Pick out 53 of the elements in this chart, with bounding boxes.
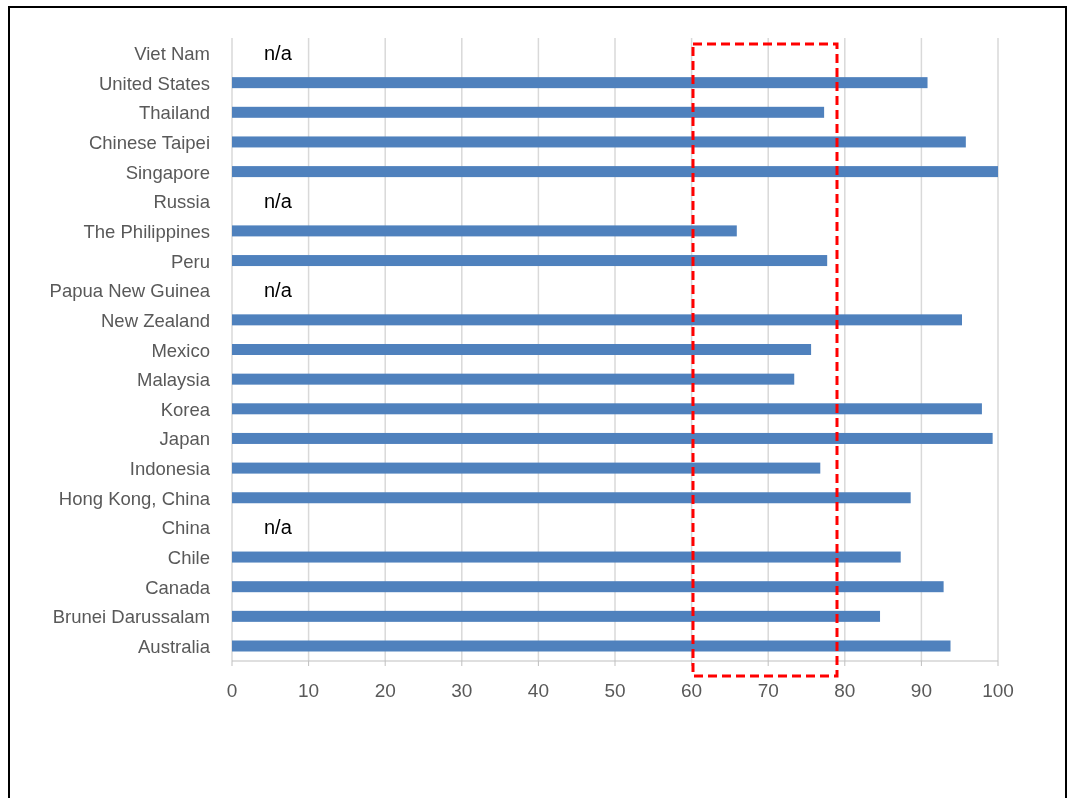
y-tick-label: Japan — [159, 428, 210, 450]
text: n/a — [264, 42, 292, 64]
x-tick-label: 0 — [226, 680, 238, 701]
y-tick-label: Chinese Taipei — [88, 131, 210, 153]
bar — [232, 403, 982, 415]
x-tick-label: 30 — [451, 680, 473, 701]
text: n/a — [264, 190, 292, 213]
bar — [232, 136, 966, 148]
x-tick-label: 100 — [982, 680, 1014, 701]
y-tick-label: Peru — [170, 250, 210, 272]
x-tick-label: 50 — [604, 680, 626, 701]
y-tick-label: Brunei Darussalam — [52, 606, 210, 628]
x-tick-label: 20 — [374, 680, 396, 701]
y-tick-label: The Philippines — [83, 220, 210, 242]
bar — [232, 610, 881, 622]
y-tick-label: Chile — [167, 547, 210, 569]
y-tick-label: Indonesia — [129, 458, 211, 480]
x-tick-label: 80 — [834, 680, 856, 701]
x-tick-label: 90 — [910, 680, 932, 701]
bar — [232, 462, 821, 474]
bar — [232, 581, 944, 593]
text: n/a — [264, 516, 292, 539]
bar — [232, 344, 812, 355]
y-tick-label: Korea — [160, 398, 211, 420]
x-tick-label: 10 — [298, 680, 320, 701]
y-tick-label: Mexico — [151, 339, 210, 361]
bar — [232, 225, 737, 237]
bar — [232, 373, 795, 385]
y-tick-label: Viet Nam — [134, 43, 210, 64]
text: n/a — [264, 279, 292, 302]
y-tick-label: New Zealand — [100, 309, 210, 331]
y-tick-label: Canada — [145, 576, 211, 598]
bar — [232, 640, 951, 652]
y-tick-label: Papua New Guinea — [49, 280, 211, 302]
y-tick-label: Russia — [153, 191, 211, 213]
y-tick-label: Hong Kong, China — [58, 487, 211, 509]
bar — [232, 77, 928, 89]
y-tick-label: Australia — [138, 636, 211, 657]
x-tick-label: 70 — [757, 680, 779, 701]
bar — [232, 492, 911, 504]
bar — [232, 166, 998, 178]
y-tick-label: Thailand — [139, 102, 210, 124]
x-tick-label: 60 — [681, 680, 703, 701]
y-tick-label: Singapore — [125, 161, 210, 183]
y-tick-label: Malaysia — [137, 369, 211, 391]
bar — [232, 255, 828, 267]
x-tick-label: 40 — [527, 680, 549, 701]
bar — [232, 432, 993, 444]
bar — [232, 314, 962, 326]
bar — [232, 106, 825, 118]
y-tick-label: United States — [98, 72, 210, 94]
bar — [232, 551, 901, 563]
y-tick-label: China — [161, 517, 211, 539]
